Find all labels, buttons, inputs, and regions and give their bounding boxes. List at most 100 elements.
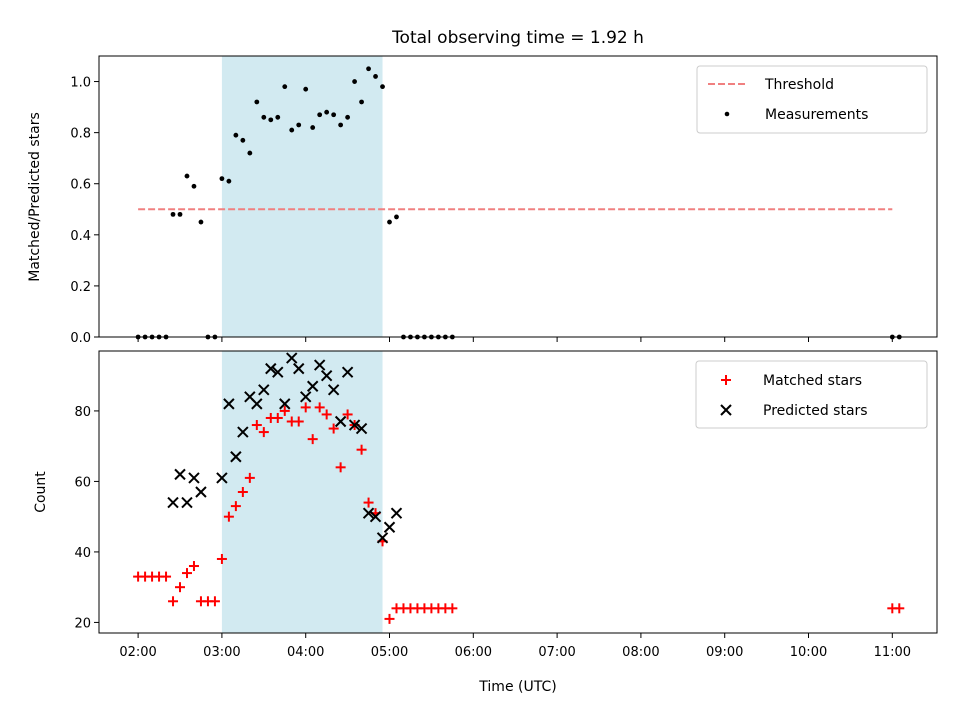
predicted-stars-point: [320, 369, 333, 382]
measurement-point: [177, 211, 183, 217]
x-stroke-b: [167, 496, 179, 509]
x-stroke-b: [251, 398, 263, 410]
predicted-stars-point: [188, 472, 200, 484]
x-stroke-b: [286, 352, 298, 364]
x-tick-label: 05:00: [371, 645, 408, 660]
measurement-point: [184, 173, 190, 179]
x-stroke-b: [327, 384, 340, 396]
x-stroke-b: [174, 468, 186, 481]
matched-stars-point: [384, 613, 395, 624]
observing-interval-shade-top: [221, 56, 383, 337]
x-stroke-b: [258, 384, 270, 396]
matched-stars-point: [175, 582, 186, 593]
top-panel-y-axis-label: Matched/Predicted stars: [27, 112, 43, 282]
x-stroke-b: [720, 404, 732, 416]
matched-stars-point: [342, 409, 353, 420]
bottom-panel-legend: Matched stars Predicted stars: [695, 360, 928, 429]
x-tick-label: 03:00: [203, 645, 240, 660]
x-axis-label: Time (UTC): [478, 679, 556, 695]
matched-stars-point: [279, 405, 290, 416]
matched-stars-point: [321, 409, 332, 420]
predicted-stars-point: [230, 451, 242, 463]
measurement-point: [310, 125, 316, 130]
x-stroke-b: [376, 532, 389, 544]
x-stroke-b: [244, 391, 256, 403]
x-tick-label: 07:00: [538, 645, 575, 660]
y-tick-label: 80: [74, 405, 91, 420]
predicted-stars-point: [348, 419, 361, 431]
measurement-point: [394, 214, 399, 220]
legend-matched-marker: [721, 375, 731, 385]
measurement-point: [338, 122, 344, 128]
x-stroke-b: [279, 398, 291, 410]
x-stroke-b: [195, 486, 207, 498]
bottom-panel-marks: [133, 352, 905, 624]
x-stroke-b: [355, 422, 368, 435]
x-stroke-b: [306, 380, 319, 392]
matched-stars-point: [447, 603, 458, 614]
predicted-stars-point: [286, 352, 298, 364]
measurement-point: [289, 127, 295, 133]
measurement-point: [373, 74, 378, 79]
measurement-point: [359, 99, 364, 105]
measurement-point: [296, 122, 302, 128]
top-panel-x-ticks: [137, 337, 893, 342]
legend-measurements-marker: [724, 111, 730, 117]
measurement-point: [345, 114, 351, 120]
predicted-stars-point: [313, 359, 326, 371]
measurement-point: [219, 176, 225, 182]
matched-stars-point: [363, 497, 374, 508]
x-stroke-b: [181, 496, 193, 509]
predicted-stars-point: [306, 380, 319, 392]
legend-threshold-label: Threshold: [764, 77, 834, 93]
predicted-stars-point: [299, 391, 312, 403]
top-panel-marks: [135, 66, 902, 340]
measurement-point: [380, 84, 385, 90]
measurement-point: [226, 178, 232, 184]
measurement-point: [247, 150, 253, 156]
measurement-point: [233, 132, 239, 138]
x-stroke-b: [383, 521, 396, 533]
y-tick-label: 20: [74, 616, 91, 631]
x-tick-label: 11:00: [874, 645, 911, 660]
predicted-stars-point: [341, 366, 354, 378]
predicted-stars-point: [293, 362, 305, 375]
predicted-stars-point: [362, 507, 375, 519]
matched-stars-point: [272, 412, 283, 423]
y-tick-label: 1.0: [70, 76, 91, 91]
y-tick-label: 60: [74, 475, 91, 490]
predicted-stars-point: [279, 398, 291, 410]
measurement-point: [366, 66, 371, 72]
matched-stars-point: [314, 402, 325, 413]
x-stroke-b: [265, 362, 277, 375]
legend-matched-label: Matched stars: [763, 373, 862, 389]
top-panel-legend: Threshold Measurements: [696, 65, 928, 134]
matched-stars-point: [209, 596, 220, 607]
predicted-stars-point: [216, 472, 228, 484]
bottom-panel-frame: [98, 350, 938, 634]
x-stroke-b: [334, 415, 347, 428]
measurement-point: [191, 183, 197, 189]
legend-measurements-label: Measurements: [765, 107, 868, 123]
measurement-point: [240, 137, 246, 143]
measurement-point: [268, 117, 274, 123]
measurement-point: [387, 219, 392, 225]
x-stroke-b: [390, 507, 403, 519]
x-tick-label: 09:00: [706, 645, 743, 660]
top-panel-frame: [98, 55, 938, 338]
matched-stars-point: [223, 511, 234, 522]
predicted-stars-point: [355, 422, 368, 435]
x-stroke-b: [348, 419, 361, 431]
x-stroke-b: [299, 391, 312, 403]
predicted-stars-point: [334, 415, 347, 428]
top-legend-box: [696, 65, 928, 134]
matched-stars-point: [258, 427, 269, 438]
matched-stars-point: [188, 561, 199, 572]
matched-stars-point: [251, 420, 262, 431]
legend-predicted-label: Predicted stars: [763, 403, 868, 419]
x-tick-label: 02:00: [119, 645, 156, 660]
x-stroke-b: [230, 451, 242, 463]
x-stroke-b: [272, 366, 284, 378]
matched-stars-point: [181, 568, 192, 579]
